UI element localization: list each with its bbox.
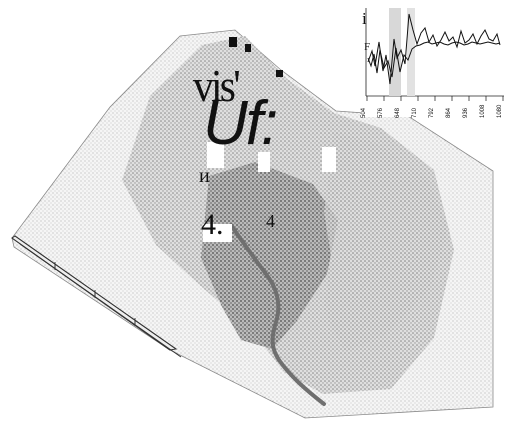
summit-dark-marker-3 — [276, 70, 283, 77]
overlay-text-cyrillic: и — [199, 165, 210, 187]
inset-x-label-2: 648 — [395, 107, 401, 118]
inset-x-label-5: 864 — [446, 107, 452, 118]
scale-bar — [14, 235, 182, 358]
inset-x-tick-labels: 504 576 648 710 792 864 936 1008 1080 — [361, 104, 503, 118]
overlay-white-box-2 — [258, 152, 270, 172]
inset-x-ticks — [366, 96, 504, 101]
summit-dark-marker-1 — [229, 37, 237, 47]
inset-x-label-0: 504 — [361, 107, 367, 118]
inset-x-label-3: 710 — [412, 107, 418, 118]
inset-profile-plot: 504 576 648 710 792 864 936 1008 1080 — [360, 1, 504, 118]
terrain-dark-shading — [201, 162, 338, 349]
terrain-right-ridge — [324, 132, 448, 352]
overlay-text-vis: vis' — [193, 60, 241, 111]
summit-dark-marker-2 — [245, 44, 251, 52]
overlay-text-uf: Uf: — [203, 89, 278, 158]
overlay-text-four-large: 4. — [201, 208, 224, 241]
terrain-block — [11, 29, 494, 419]
overlay-white-box-3 — [322, 147, 336, 172]
inset-profile-trace-2 — [367, 41, 501, 78]
inset-x-label-1: 576 — [378, 107, 384, 118]
inset-x-label-4: 792 — [429, 107, 435, 118]
overlay-white-box-4 — [203, 224, 232, 242]
inset-x-label-7: 1008 — [480, 104, 486, 118]
river-channel — [229, 223, 326, 406]
inset-y-label-f: F — [364, 41, 371, 53]
inset-x-label-8: 1080 — [497, 104, 503, 118]
inset-y-label-i: i — [362, 9, 367, 28]
inset-profile-trace-1 — [367, 13, 501, 85]
overlay-white-box-1 — [207, 142, 224, 168]
overlay-text-four-small: 4 — [266, 211, 275, 231]
inset-x-label-6: 936 — [463, 107, 469, 118]
